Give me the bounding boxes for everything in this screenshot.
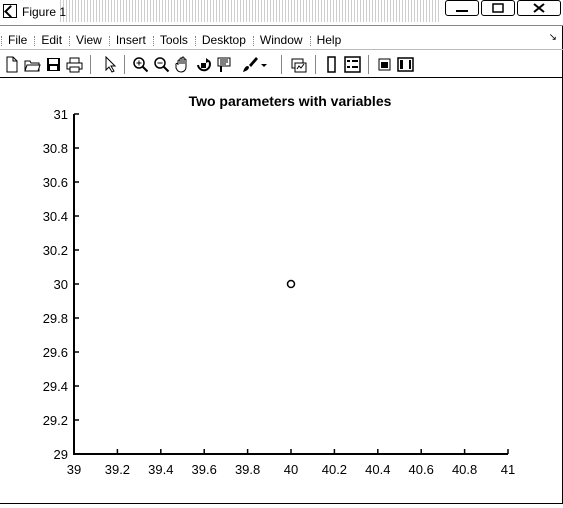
y-tick-label: 29.4 (43, 379, 68, 394)
y-axis-ticks: 29 29.2 29.4 29.6 29.8 30 30.2 30.4 30.6 30.8 31 (43, 107, 79, 462)
y-tick-label: 30.8 (43, 141, 68, 156)
toolbar-separator (368, 55, 369, 74)
zoom-out-icon[interactable] (153, 56, 170, 73)
legend-icon[interactable] (344, 56, 361, 73)
x-tick-label: 41 (501, 462, 515, 477)
y-tick-label: 31 (54, 107, 68, 122)
window-title: Figure 1 (22, 5, 67, 19)
link-plot-icon[interactable] (290, 56, 307, 73)
y-tick-label: 30.6 (43, 175, 68, 190)
x-tick-label: 39.8 (235, 462, 260, 477)
x-tick-label: 39 (67, 462, 81, 477)
x-tick-label: 40.6 (409, 462, 434, 477)
toolbar-separator (90, 55, 91, 74)
menu-dock-arrow-icon[interactable]: ↘ (548, 32, 557, 43)
menu-file[interactable]: File (0, 33, 33, 47)
y-tick-label: 30.2 (43, 243, 68, 258)
x-tick-label: 40 (284, 462, 298, 477)
chart-title: Two parameters with variables (189, 93, 392, 109)
data-cursor-icon[interactable] (216, 56, 233, 73)
menu-bar: File Edit View Insert Tools Desktop Wind… (0, 30, 563, 50)
menu-window[interactable]: Window (252, 33, 309, 47)
show-plot-tools-icon[interactable] (397, 56, 414, 73)
close-button[interactable] (517, 0, 561, 16)
x-axis-ticks: 39 39.2 39.4 39.6 39.8 40 40.2 40.4 40.6 40.8 41 (67, 449, 515, 477)
brush-dropdown-icon[interactable] (259, 56, 269, 73)
edit-plot-icon[interactable] (102, 56, 119, 73)
x-tick-label: 40.2 (322, 462, 347, 477)
y-tick-label: 29 (54, 447, 68, 462)
maximize-button[interactable] (481, 0, 515, 16)
scatter-chart[interactable]: Two parameters with variables 39 39.2 39.4… (0, 79, 562, 503)
menu-tools[interactable]: Tools (152, 33, 194, 47)
pan-icon[interactable] (174, 56, 191, 73)
open-file-icon[interactable] (24, 56, 41, 73)
minimize-button[interactable] (445, 0, 479, 16)
plot-area: Two parameters with variables 39 39.2 39.4… (0, 79, 562, 503)
rotate-3d-icon[interactable] (195, 56, 212, 73)
maximize-icon (492, 3, 504, 13)
x-tick-label: 39.2 (105, 462, 130, 477)
minimize-icon (456, 10, 468, 12)
data-point-marker[interactable] (286, 279, 296, 289)
y-tick-label: 29.6 (43, 345, 68, 360)
save-icon[interactable] (45, 56, 62, 73)
x-tick-label: 40.4 (365, 462, 390, 477)
menu-insert[interactable]: Insert (108, 33, 152, 47)
y-tick-label: 30.4 (43, 209, 68, 224)
hide-plot-tools-icon[interactable] (376, 56, 393, 73)
x-tick-label: 39.6 (192, 462, 217, 477)
toolbar-separator (315, 55, 316, 74)
x-tick-label: 40.8 (452, 462, 477, 477)
y-tick-label: 30 (54, 277, 68, 292)
brush-icon[interactable] (242, 56, 259, 73)
toolbar-separator (281, 55, 282, 74)
axes (73, 114, 508, 455)
colorbar-icon[interactable] (323, 56, 340, 73)
title-bar-texture (60, 0, 440, 22)
zoom-in-icon[interactable] (132, 56, 149, 73)
title-bar[interactable]: Figure 1 (0, 0, 563, 26)
figure-app-icon (3, 4, 17, 18)
new-figure-icon[interactable] (3, 56, 20, 73)
toolbar-separator (124, 55, 125, 74)
figure-toolbar (0, 52, 563, 78)
menu-help[interactable]: Help (309, 33, 348, 47)
print-icon[interactable] (66, 56, 83, 73)
close-icon (533, 3, 545, 13)
menu-view[interactable]: View (68, 33, 108, 47)
data-points (286, 279, 296, 289)
window-controls (445, 0, 561, 20)
menu-desktop[interactable]: Desktop (194, 33, 252, 47)
menu-edit[interactable]: Edit (33, 33, 68, 47)
x-tick-label: 39.4 (148, 462, 173, 477)
y-tick-label: 29.2 (43, 413, 68, 428)
y-tick-label: 29.8 (43, 311, 68, 326)
